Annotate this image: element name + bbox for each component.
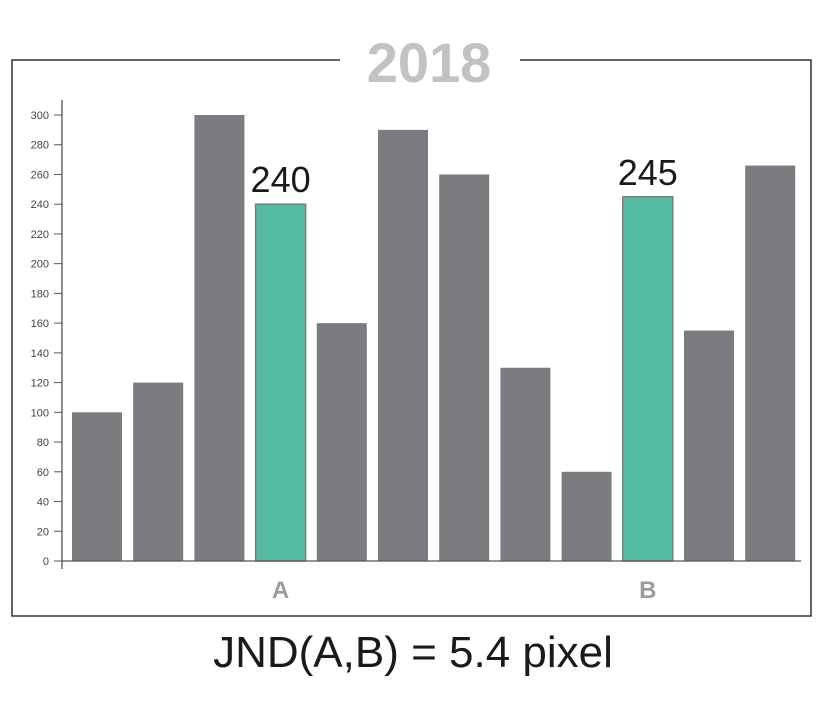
highlighted-bar: [622, 196, 674, 562]
caption: JND(A,B) = 5.4 pixel: [213, 628, 613, 677]
y-tick-label: 20: [37, 526, 49, 538]
y-tick-label: 280: [31, 140, 49, 152]
highlighted-bar: [254, 203, 307, 562]
data-label: 240: [251, 159, 311, 200]
bar: [500, 367, 551, 561]
bars-group: [72, 115, 796, 562]
y-tick-label: 40: [37, 497, 49, 509]
bar: [439, 174, 490, 561]
data-label: 245: [618, 152, 678, 193]
y-tick-label: 300: [31, 110, 49, 122]
bar: [378, 129, 428, 561]
y-tick-label: 260: [31, 169, 49, 181]
bar: [133, 382, 184, 561]
y-tick-label: 140: [31, 348, 49, 360]
bar: [745, 165, 796, 561]
category-label: A: [272, 577, 289, 604]
title-background: [340, 26, 520, 94]
y-tick-label: 0: [43, 556, 49, 568]
y-tick-label: 100: [31, 407, 49, 419]
chart-title: 2018: [367, 31, 492, 94]
y-tick-label: 180: [31, 288, 49, 300]
bar: [72, 412, 122, 561]
y-tick-label: 120: [31, 378, 49, 390]
y-tick-label: 240: [31, 199, 49, 211]
y-tick-label: 200: [31, 259, 49, 271]
bar: [316, 323, 367, 561]
y-tick-label: 160: [31, 318, 49, 330]
labels-group: 240 245 A B: [251, 152, 678, 604]
y-axis: 0 20 40 60 80 100 120 140 160 180 200 220 240 260 280 3…: [31, 100, 63, 569]
bar: [194, 115, 245, 561]
y-tick-label: 220: [31, 229, 49, 241]
category-label: B: [639, 577, 656, 604]
y-tick-label: 80: [37, 437, 49, 449]
bar: [684, 330, 734, 561]
bar: [561, 471, 612, 561]
y-tick-label: 60: [37, 467, 49, 479]
